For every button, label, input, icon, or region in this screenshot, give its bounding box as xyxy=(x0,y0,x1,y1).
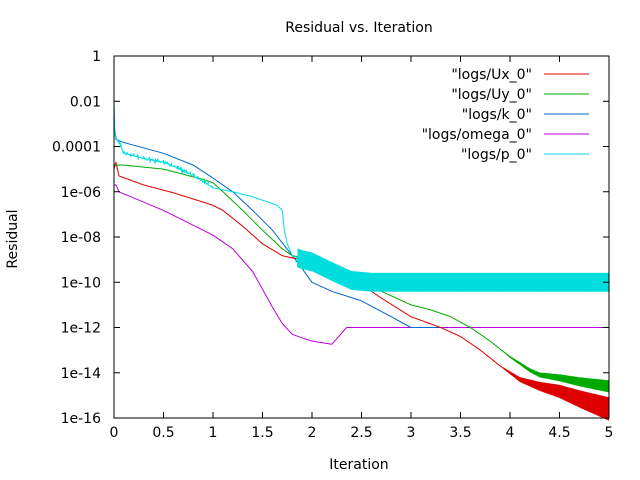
y-tick-label: 1 xyxy=(92,49,101,65)
legend-label: "logs/omega_0" xyxy=(422,127,532,143)
x-tick-label: 5 xyxy=(605,425,614,441)
x-tick-label: 2.5 xyxy=(350,425,372,441)
plot-frame xyxy=(113,55,610,419)
y-tick-label: 1e-08 xyxy=(61,230,101,246)
plot-curves xyxy=(113,101,610,421)
y-tick-label: 1e-06 xyxy=(61,185,101,201)
x-tick-label: 2 xyxy=(308,425,317,441)
series-line xyxy=(113,101,610,292)
legend: "logs/Ux_0" "logs/Uy_0" "logs/k_0" "logs/om… xyxy=(422,67,589,163)
y-tick-label: 1e-10 xyxy=(61,275,101,291)
x-tick-label: 1.5 xyxy=(251,425,273,441)
chart-title: Residual vs. Iteration xyxy=(285,20,432,36)
axis-ticks: 0 0.5 1 1.5 2 2.5 3 3.5 4 4.5 5 1 0.01 0.0001 1e-06 1e-… xyxy=(52,49,613,441)
y-tick-label: 0.0001 xyxy=(52,140,101,156)
x-tick-label: 3 xyxy=(407,425,416,441)
legend-label: "logs/k_0" xyxy=(462,107,532,123)
x-tick-label: 0 xyxy=(110,425,119,441)
x-tick-label: 4.5 xyxy=(548,425,570,441)
legend-label: "logs/p_0" xyxy=(461,147,532,163)
x-tick-label: 4 xyxy=(506,425,515,441)
series-line xyxy=(114,184,609,345)
x-axis-label: Iteration xyxy=(329,457,388,473)
x-tick-label: 3.5 xyxy=(449,425,471,441)
x-tick-label: 1 xyxy=(209,425,218,441)
series-line xyxy=(113,123,441,328)
legend-label: "logs/Uy_0" xyxy=(451,87,532,103)
y-tick-label: 1e-16 xyxy=(61,411,101,427)
y-axis-label: Residual xyxy=(5,209,21,268)
y-tick-label: 1e-12 xyxy=(61,321,101,337)
y-tick-label: 1e-14 xyxy=(61,366,101,382)
legend-label: "logs/Ux_0" xyxy=(451,67,532,83)
y-tick-label: 0.01 xyxy=(70,94,101,110)
x-tick-label: 0.5 xyxy=(152,425,174,441)
